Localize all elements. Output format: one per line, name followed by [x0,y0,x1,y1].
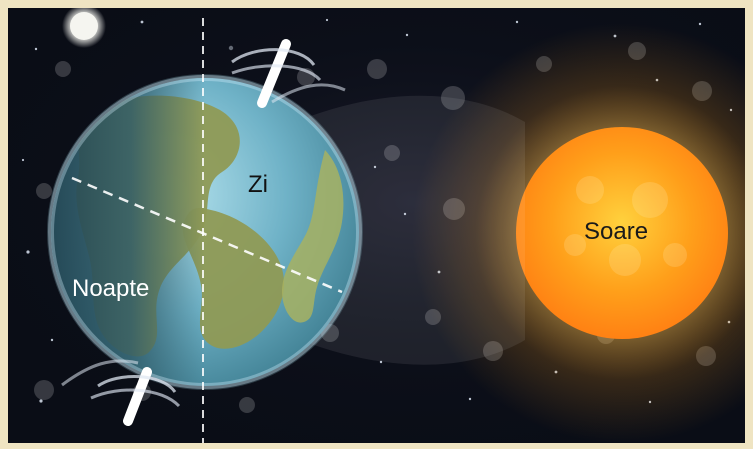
sun-disc [516,127,728,339]
sun-label: Soare [584,218,649,245]
day-label: Zi [248,171,268,198]
moon [62,8,106,48]
moon-disc [70,12,98,40]
earth [47,74,363,390]
axis-line [71,176,343,294]
light-beam [300,95,525,365]
axis-pin-top [231,39,346,108]
sun [412,23,745,443]
earth-rim [48,75,362,389]
axis-pin-bottom [61,359,181,426]
night-label: Noapte [72,275,150,302]
sun-texture [564,176,687,276]
